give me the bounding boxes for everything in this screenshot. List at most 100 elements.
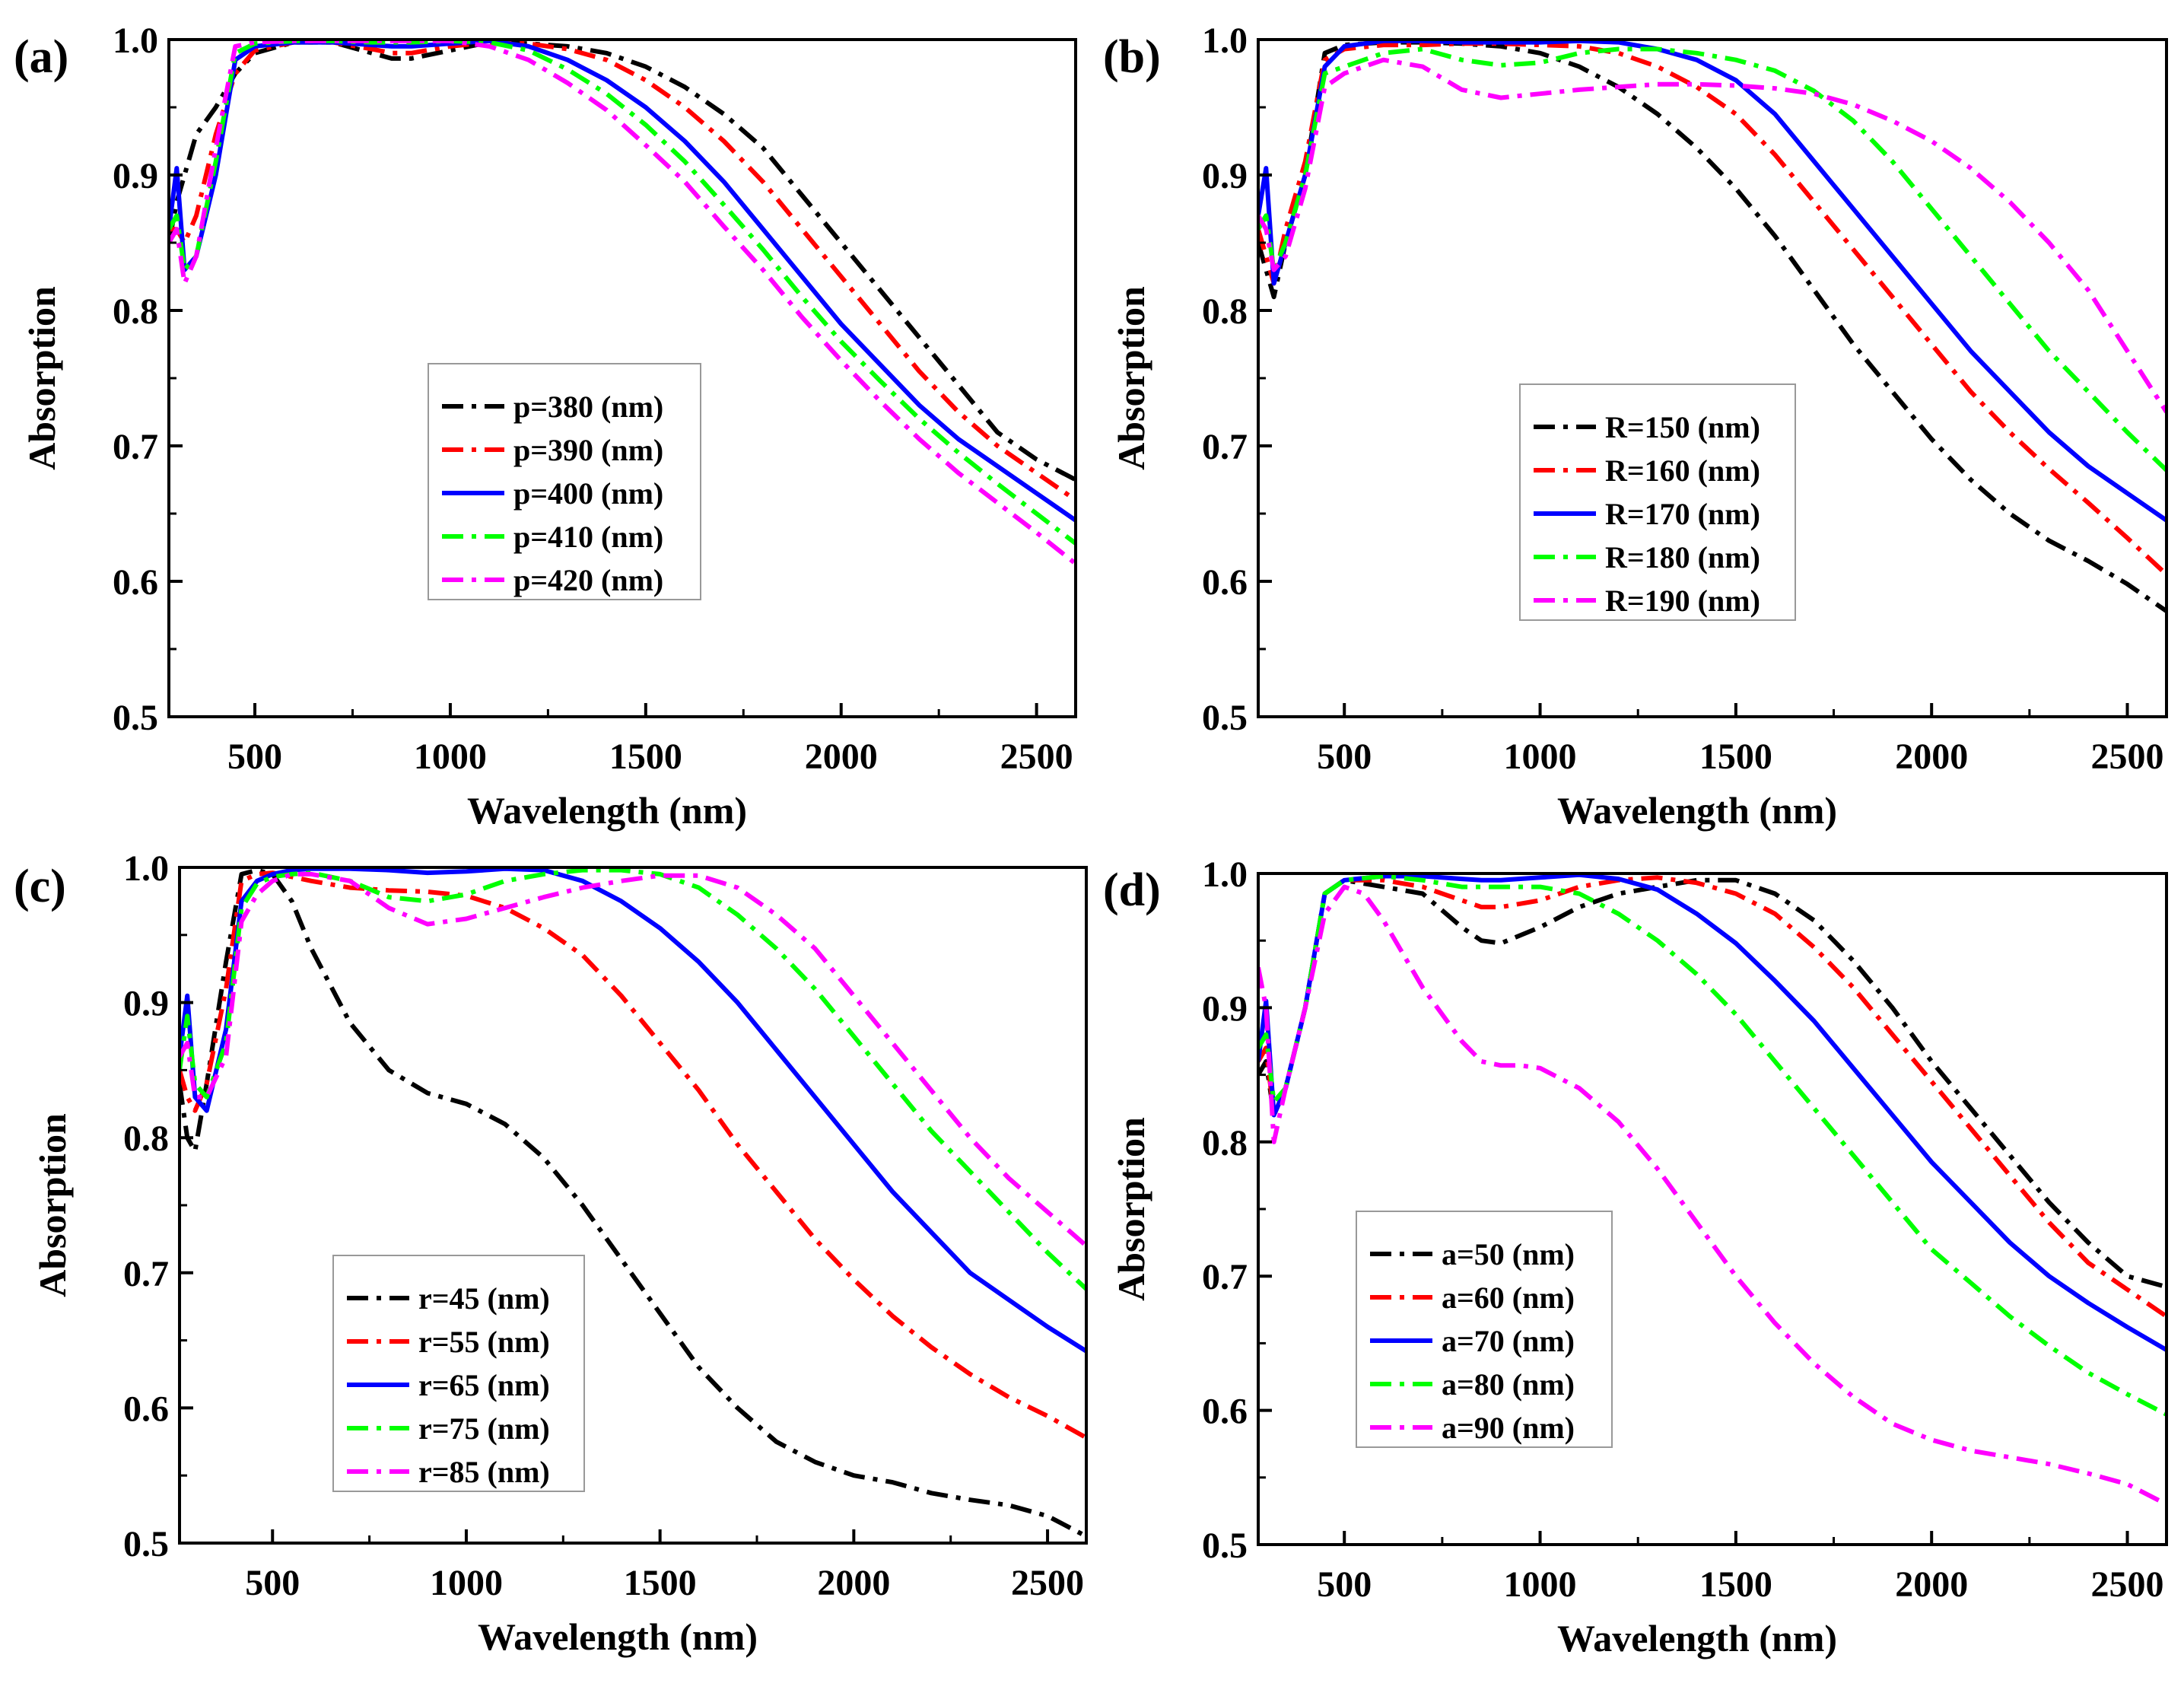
legend: a=50 (nm) a=60 (nm) a=70 (nm) a=80 (nm) a=90…: [1356, 1211, 1613, 1448]
y-tick-label: 0.9: [1202, 988, 1248, 1029]
y-tick-label: 0.6: [1202, 562, 1248, 603]
legend-label: R=160 (nm): [1605, 453, 1760, 488]
y-tick-label: 0.9: [1202, 156, 1248, 196]
x-tick-label: 1000: [1504, 737, 1577, 777]
series-group: [169, 38, 1076, 566]
y-tick-label: 0.5: [123, 1524, 169, 1564]
legend-label: p=400 (nm): [513, 476, 663, 511]
x-tick-label: 2000: [817, 1563, 890, 1603]
x-axis-title: Wavelength (nm): [478, 1615, 758, 1658]
legend-label: a=50 (nm): [1442, 1237, 1575, 1271]
legend-box: [332, 1255, 585, 1492]
chart-panel: (b) 500 1000 1500 2000 2500 0.5 0.6 0.7 0.8 0.9 1.0…: [1103, 21, 2168, 832]
y-tick-label: 1.0: [123, 848, 169, 889]
y-tick-label: 0.5: [1202, 698, 1248, 738]
legend-label: p=390 (nm): [513, 433, 663, 467]
chart-panel: (a) 500 1000 1500 2000 2500 0.5 0.6 0.7 0.8 0.9 1.0…: [14, 21, 1077, 832]
legend-label: p=420 (nm): [513, 563, 663, 597]
chart-panel: (c) 500 1000 1500 2000 2500 0.5 0.6 0.7 0.8 0.9 1.0…: [14, 848, 1088, 1658]
x-tick-label: 2500: [2091, 1564, 2164, 1605]
x-tick-label: 1500: [1699, 737, 1772, 777]
series-line: [169, 38, 1076, 566]
legend-label: r=75 (nm): [418, 1411, 550, 1446]
legend-label: a=60 (nm): [1442, 1281, 1575, 1315]
y-axis-title: Absorption: [1110, 1117, 1152, 1301]
x-tick-label: 1000: [1504, 1564, 1577, 1605]
series-line: [180, 867, 1086, 1291]
x-tick-label: 1500: [1699, 1564, 1772, 1605]
y-tick-label: 0.6: [123, 1389, 169, 1429]
y-tick-label: 0.9: [113, 156, 158, 196]
y-tick-label: 0.7: [1202, 427, 1248, 467]
x-axis-title: Wavelength (nm): [1557, 789, 1837, 832]
legend-box: [1519, 383, 1796, 621]
legend-label: p=410 (nm): [513, 520, 663, 554]
y-tick-label: 0.5: [113, 698, 158, 738]
series-group: [1258, 38, 2167, 613]
x-tick-label: 2500: [1011, 1563, 1084, 1603]
series-line: [1258, 57, 2167, 414]
x-tick-label: 500: [245, 1563, 300, 1603]
y-tick-label: 0.7: [113, 427, 158, 467]
legend-label: r=65 (nm): [418, 1368, 550, 1402]
y-tick-label: 0.8: [1202, 1123, 1248, 1163]
x-tick-label: 1500: [609, 737, 682, 777]
y-tick-label: 0.5: [1202, 1526, 1248, 1566]
y-tick-label: 0.6: [1202, 1392, 1248, 1432]
legend-label: r=55 (nm): [418, 1325, 550, 1359]
legend: r=45 (nm) r=55 (nm) r=65 (nm) r=75 (nm) r=85…: [332, 1255, 585, 1492]
series-line: [1258, 884, 2167, 1507]
legend-label: R=170 (nm): [1605, 497, 1760, 531]
series-line: [180, 870, 1086, 1440]
legend-label: r=45 (nm): [418, 1281, 550, 1316]
legend: p=380 (nm) p=390 (nm) p=400 (nm) p=410 (nm)…: [428, 363, 701, 600]
series-line: [169, 38, 1076, 523]
legend-box: [428, 363, 701, 600]
legend-label: R=180 (nm): [1605, 540, 1760, 574]
series-line: [180, 871, 1086, 1248]
y-tick-label: 1.0: [1202, 854, 1248, 895]
y-axis-title: Absorption: [1110, 286, 1152, 470]
legend-label: p=380 (nm): [513, 390, 663, 424]
panel-label: (c): [14, 861, 66, 912]
y-tick-label: 0.6: [113, 562, 158, 603]
x-tick-label: 1500: [624, 1563, 697, 1603]
y-tick-label: 0.8: [1202, 291, 1248, 332]
y-tick-label: 1.0: [1202, 21, 1248, 61]
x-tick-label: 1000: [430, 1563, 503, 1603]
series-group: [1258, 872, 2167, 1507]
legend-label: R=190 (nm): [1605, 584, 1760, 618]
chart-panel: (d) 500 1000 1500 2000 2500 0.5 0.6 0.7 0.8 0.9 1.0…: [1103, 854, 2168, 1659]
legend-box: [1356, 1211, 1613, 1448]
panel-label: (a): [14, 31, 68, 83]
y-tick-label: 0.7: [123, 1254, 169, 1294]
x-tick-label: 500: [1317, 1564, 1372, 1605]
panel-label: (d): [1103, 864, 1161, 916]
y-tick-label: 1.0: [113, 21, 158, 61]
x-tick-label: 2000: [1895, 1564, 1968, 1605]
legend-label: R=150 (nm): [1605, 410, 1760, 444]
x-tick-label: 2500: [1000, 737, 1073, 777]
legend-label: a=80 (nm): [1442, 1367, 1575, 1402]
legend-label: r=85 (nm): [418, 1455, 550, 1489]
y-axis-title: Absorption: [31, 1113, 74, 1297]
panel-label: (b): [1103, 31, 1161, 83]
y-axis-title: Absorption: [21, 286, 63, 470]
y-tick-label: 0.7: [1202, 1257, 1248, 1297]
x-axis-title: Wavelength (nm): [467, 789, 747, 832]
legend-label: a=70 (nm): [1442, 1324, 1575, 1358]
series-group: [180, 866, 1086, 1538]
y-tick-label: 0.9: [123, 984, 169, 1024]
x-tick-label: 2000: [1895, 737, 1968, 777]
legend: R=150 (nm) R=160 (nm) R=170 (nm) R=180 (nm)…: [1519, 383, 1796, 621]
x-tick-label: 500: [1317, 737, 1372, 777]
legend-label: a=90 (nm): [1442, 1411, 1575, 1445]
x-axis-title: Wavelength (nm): [1557, 1617, 1837, 1659]
y-tick-label: 0.8: [113, 291, 158, 332]
x-tick-label: 2500: [2091, 737, 2164, 777]
x-tick-label: 2000: [805, 737, 878, 777]
y-tick-label: 0.8: [123, 1118, 169, 1159]
x-tick-label: 500: [227, 737, 282, 777]
series-line: [1258, 46, 2167, 473]
